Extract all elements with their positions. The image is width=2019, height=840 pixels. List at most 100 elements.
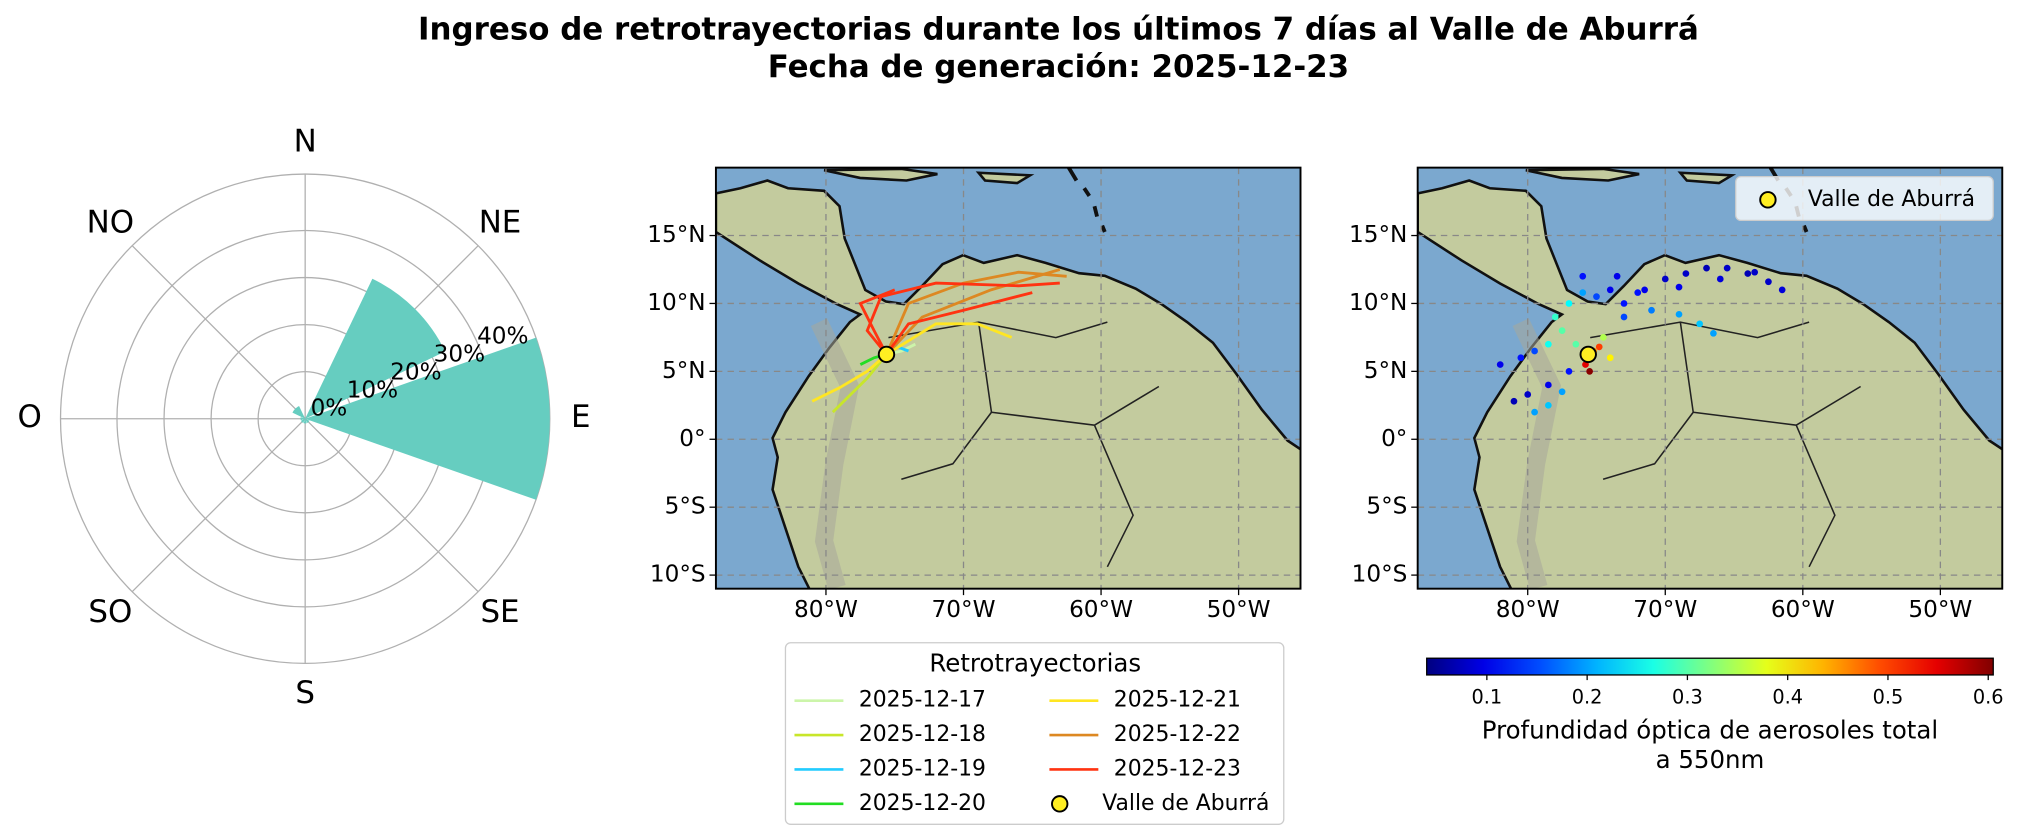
- radial-tick-label: 40%: [477, 322, 528, 349]
- figure-title: Ingreso de retrotrayectorias durante los…: [418, 12, 1699, 48]
- legend-label: 2025-12-23: [1114, 756, 1241, 781]
- aod-point: [1517, 354, 1525, 362]
- aod-point: [1675, 283, 1683, 291]
- colorbar-tick-label: 0.6: [1973, 686, 2004, 709]
- legend-label: 2025-12-20: [859, 791, 986, 816]
- y-tick-label: 10°S: [650, 561, 706, 588]
- aod-point: [1675, 310, 1683, 318]
- radial-tick-label: 10%: [347, 376, 398, 403]
- y-tick-label: 15°N: [647, 221, 705, 248]
- direction-label: O: [17, 399, 41, 435]
- x-tick-label: 80°W: [1496, 596, 1560, 623]
- aod-point: [1524, 391, 1532, 398]
- aod-point: [1751, 268, 1759, 276]
- aod-point: [1531, 408, 1538, 416]
- wind-bar: [303, 418, 307, 424]
- aod-point: [1620, 313, 1628, 321]
- y-tick-label: 5°N: [1364, 357, 1408, 384]
- radial-tick-label: 0%: [311, 394, 348, 421]
- trajectory: [831, 353, 888, 414]
- aod-point: [1545, 340, 1552, 348]
- legend-label: Valle de Aburrá: [1102, 791, 1269, 816]
- map-2-background: [1418, 168, 2003, 593]
- direction-label: SE: [480, 594, 519, 630]
- aod-point: [1716, 275, 1724, 283]
- direction-label: S: [295, 675, 315, 711]
- radial-tick-label: 30%: [434, 340, 485, 367]
- legend-label: 2025-12-17: [859, 688, 986, 713]
- legend-box: [784, 642, 1285, 825]
- y-tick-label: 10°S: [1352, 561, 1408, 588]
- angular-grid: [304, 418, 479, 593]
- aod-point: [1579, 272, 1587, 280]
- aod-point: [1744, 270, 1752, 277]
- aod-point: [1565, 368, 1573, 375]
- aod-points: [1496, 264, 1786, 416]
- aod-point: [1558, 327, 1566, 334]
- direction-label: SO: [88, 594, 132, 630]
- aod-point: [1696, 320, 1704, 328]
- x-tick-label: 50°W: [1207, 596, 1271, 623]
- colorbar-tick-label: 0.1: [1472, 686, 1503, 709]
- x-tick-label: 70°W: [1633, 596, 1697, 623]
- y-tick-label: 0°: [1381, 425, 1407, 452]
- legend-label: 2025-12-22: [1114, 722, 1241, 747]
- aod-point: [1648, 306, 1655, 314]
- aod-point: [1531, 347, 1538, 355]
- aod-point: [1723, 264, 1731, 272]
- aod-point: [1545, 401, 1552, 409]
- y-tick-label: 0°: [679, 425, 705, 452]
- aod-point: [1641, 286, 1648, 294]
- trajectory: [858, 281, 1060, 356]
- angular-grid: [131, 418, 306, 593]
- y-tick-label: 5°S: [1366, 493, 1407, 520]
- wind-bar: [300, 418, 306, 423]
- aod-point: [1606, 354, 1614, 362]
- x-tick-label: 80°W: [794, 596, 858, 623]
- aod-point: [1595, 343, 1603, 351]
- site-marker: [877, 345, 896, 364]
- y-tick-label: 15°N: [1349, 221, 1407, 248]
- wind-bar: [305, 337, 550, 500]
- aod-point: [1606, 286, 1614, 294]
- aod-point: [1586, 368, 1593, 375]
- legend-label: 2025-12-19: [859, 756, 986, 781]
- y-tick-label: 5°S: [665, 493, 706, 520]
- colorbar-tick-label: 0.3: [1672, 686, 1703, 709]
- wind-bar: [305, 418, 310, 423]
- legend-marker: [1051, 795, 1069, 813]
- colorbar: [1426, 657, 1994, 676]
- legend-label: 2025-12-21: [1114, 688, 1241, 713]
- colorbar-tick-label: 0.4: [1772, 686, 1803, 709]
- aod-point: [1613, 272, 1621, 280]
- x-tick-label: 60°W: [1771, 596, 1835, 623]
- aod-point: [1579, 289, 1587, 296]
- legend-marker: [1759, 191, 1777, 209]
- wind-bar: [300, 417, 306, 421]
- aod-point: [1496, 361, 1504, 368]
- y-tick-label: 10°N: [647, 289, 705, 316]
- trajectories: [811, 268, 1067, 414]
- trajectory: [811, 322, 1013, 403]
- colorbar-label: Profundidad óptica de aerosoles total: [1482, 716, 1938, 745]
- aod-point: [1765, 278, 1772, 286]
- colorbar-tick-label: 0.5: [1873, 686, 1904, 709]
- legend-title: Retrotrayectorias: [929, 649, 1141, 678]
- x-tick-label: 60°W: [1069, 596, 1133, 623]
- aod-point: [1558, 388, 1566, 396]
- wind-bar: [305, 278, 446, 419]
- x-tick-label: 50°W: [1908, 596, 1972, 623]
- aod-point: [1510, 397, 1518, 405]
- radial-tick-label: 20%: [390, 358, 441, 385]
- aod-point: [1551, 313, 1559, 321]
- aod-point: [1661, 275, 1669, 283]
- wind-bar: [292, 405, 306, 419]
- aod-point: [1703, 264, 1710, 272]
- figure-subtitle: Fecha de generación: 2025-12-23: [768, 49, 1349, 85]
- aod-point: [1634, 289, 1642, 296]
- aod-point: [1710, 329, 1717, 337]
- aod-point: [1778, 286, 1786, 294]
- legend-box: [1735, 175, 1994, 222]
- aod-point: [1565, 300, 1573, 307]
